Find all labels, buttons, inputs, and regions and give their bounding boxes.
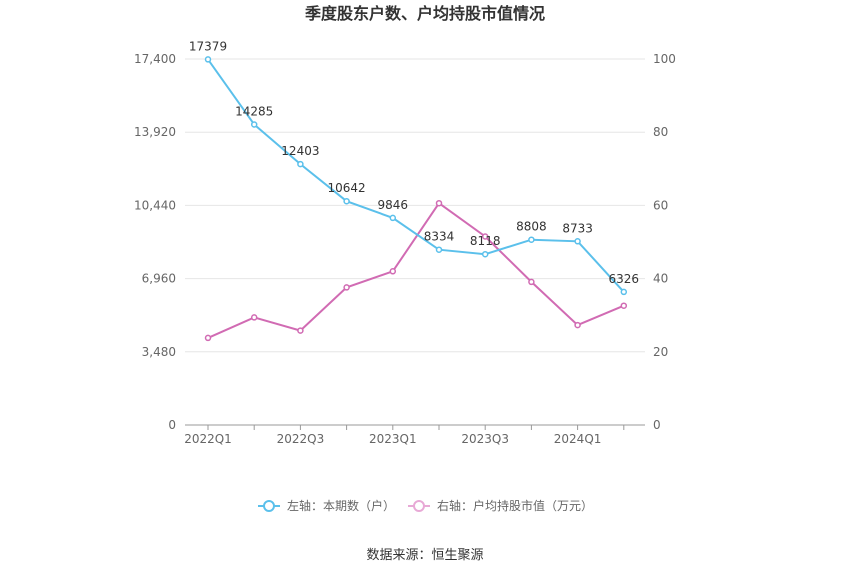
y-right-tick-label: 60 — [653, 198, 668, 212]
data-point-left — [528, 236, 535, 243]
legend-left-label: 左轴：本期数（户） — [287, 498, 395, 513]
legend-left-marker — [263, 500, 275, 512]
data-point-left — [297, 160, 304, 168]
data-point-left — [250, 121, 258, 128]
y-right-tick-label: 20 — [653, 345, 668, 359]
y-right-tick-label: 100 — [653, 52, 676, 66]
data-point-right — [297, 327, 304, 334]
data-label-left: 8118 — [470, 234, 501, 248]
data-point-right — [481, 233, 489, 240]
y-left-tick-label: 6,960 — [142, 272, 176, 286]
data-point-right — [250, 314, 258, 321]
y-left-tick-label: 0 — [168, 418, 176, 432]
series-line-left — [207, 58, 625, 293]
chart-title: 季度股东户数、户均持股市值情况 — [304, 4, 545, 23]
data-label-left: 9846 — [378, 198, 409, 212]
x-tick-label: 2023Q3 — [461, 432, 509, 446]
series-line-right — [207, 201, 625, 339]
data-point-right — [574, 321, 581, 329]
y-left-tick-label: 10,440 — [134, 198, 176, 212]
x-tick-label: 2022Q1 — [184, 432, 232, 446]
series-lines — [207, 58, 625, 339]
x-tick-label: 2024Q1 — [554, 432, 602, 446]
axes: 0 0 3,480 20 6,960 40 10,440 60 13,920 80 17,400 10… — [134, 52, 676, 446]
data-point-left — [574, 238, 581, 245]
y-right-tick-label: 80 — [653, 125, 668, 139]
data-point-right — [435, 199, 443, 207]
data-label-left: 8733 — [562, 221, 593, 235]
data-point-right — [528, 278, 535, 286]
data-point-left — [204, 56, 212, 63]
y-left-tick-label: 3,480 — [142, 345, 176, 359]
data-label-left: 17379 — [189, 39, 227, 53]
data-labels: 17379 14285 12403 10642 9846 8334 8118 8808 8733… — [189, 39, 640, 286]
x-tick-label: 2022Q3 — [277, 432, 325, 446]
data-point-right — [620, 302, 628, 309]
legend: 左轴：本期数（户） 右轴：户均持股市值（万元） — [258, 498, 593, 513]
data-label-left: 10642 — [328, 181, 366, 195]
y-left-tick-label: 13,920 — [134, 125, 176, 139]
data-label-left: 8334 — [424, 230, 455, 244]
legend-item-left[interactable]: 左轴：本期数（户） — [258, 498, 395, 513]
data-label-left: 6326 — [609, 272, 640, 286]
y-left-tick-label: 17,400 — [134, 52, 176, 66]
data-point-left — [435, 246, 443, 253]
data-point-left — [481, 250, 489, 258]
grid — [185, 58, 645, 353]
data-point-left — [389, 214, 397, 222]
data-point-right — [389, 268, 397, 275]
legend-item-right[interactable]: 右轴：户均持股市值（万元） — [408, 498, 593, 513]
source-note: 数据来源：恒生聚源 — [366, 548, 483, 563]
x-tick-label: 2023Q1 — [369, 432, 417, 446]
y-right-tick-label: 0 — [653, 418, 661, 432]
data-label-left: 14285 — [235, 105, 273, 119]
y-right-tick-label: 40 — [653, 272, 668, 286]
data-label-left: 12403 — [281, 144, 319, 158]
series-points — [204, 56, 628, 342]
data-label-left: 8808 — [516, 220, 547, 234]
data-point-left — [343, 197, 350, 205]
legend-right-label: 右轴：户均持股市值（万元） — [437, 498, 593, 513]
data-point-right — [343, 284, 350, 291]
legend-right-marker — [413, 500, 425, 512]
data-point-left — [620, 288, 628, 296]
data-point-right — [204, 334, 212, 342]
